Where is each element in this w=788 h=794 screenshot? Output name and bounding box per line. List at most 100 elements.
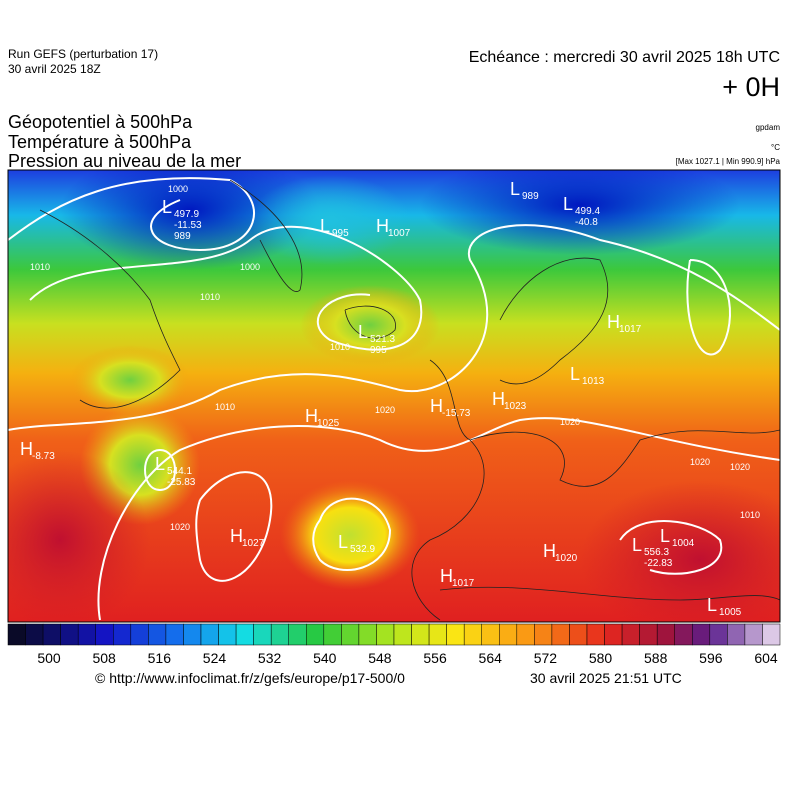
colorbar-swatch — [306, 623, 325, 646]
center-value: 995 — [370, 345, 387, 356]
isobar-labels: 1000 1010 1010 1000 1010 1020 1010 1020 1020 1020… — [30, 184, 760, 532]
center-value: 1027 — [242, 538, 265, 549]
colorbar-swatch — [463, 623, 482, 646]
colorbar-swatch — [639, 623, 658, 646]
center-letter: L — [338, 532, 348, 552]
colorbar-tick-label: 596 — [699, 650, 723, 666]
colorbar-swatch — [428, 623, 447, 646]
colorbar-swatch — [376, 623, 395, 646]
colorbar-swatch — [77, 623, 96, 646]
center-letter: H — [607, 312, 620, 332]
isobar-label: 1020 — [375, 405, 395, 415]
center-value: 1017 — [619, 324, 642, 335]
isobar-label: 1020 — [560, 417, 580, 427]
colorbar-swatch — [341, 623, 360, 646]
colorbar-tick-label: 524 — [203, 650, 227, 666]
field-title: Température à 500hPa — [8, 132, 192, 152]
isobar-label: 1000 — [240, 262, 260, 272]
colorbar-swatch — [358, 623, 377, 646]
center-value: 544.1 — [167, 466, 192, 477]
colorbar-swatch — [656, 623, 675, 646]
colorbar-tick-label: 500 — [37, 650, 61, 666]
center-letter: L — [563, 194, 573, 214]
isobar — [686, 259, 731, 356]
field-title: Pression au niveau de la mer — [8, 151, 241, 171]
center-value: 1007 — [388, 228, 411, 239]
center-value: -22.83 — [644, 558, 673, 569]
colorbar-swatch — [446, 623, 465, 646]
center-value: 521.3 — [370, 334, 395, 345]
colorbar-swatch — [42, 623, 61, 646]
isobar-label: 1020 — [730, 462, 750, 472]
isobar-label: 1020 — [690, 457, 710, 467]
coastline — [469, 429, 780, 487]
colorbar-swatch — [253, 623, 272, 646]
center-value: 989 — [522, 191, 539, 202]
isobar-label: 1010 — [200, 292, 220, 302]
field-title: Géopotentiel à 500hPa — [8, 112, 193, 132]
colorbar-swatch — [411, 623, 430, 646]
isobar-label: 1010 — [740, 510, 760, 520]
center-letter: L — [632, 535, 642, 555]
generated-time: 30 avril 2025 21:51 UTC — [530, 670, 682, 686]
coastline — [439, 586, 780, 601]
colorbar-swatch — [113, 623, 132, 646]
colorbar-tick-label: 564 — [479, 650, 503, 666]
warm-area — [580, 480, 780, 622]
colorbar-tick-label: 572 — [534, 650, 558, 666]
center-value: 995 — [332, 228, 349, 239]
isobars — [8, 177, 780, 621]
colorbar-swatch — [762, 623, 781, 646]
center-value: 499.4 — [575, 206, 600, 217]
center-value: -25.83 — [167, 477, 196, 488]
colorbar-tick-label: 548 — [368, 650, 392, 666]
isobar-label: 1020 — [170, 522, 190, 532]
trough — [70, 345, 190, 415]
colorbar-swatch — [323, 623, 342, 646]
coastline — [344, 305, 396, 339]
source-url: © http://www.infoclimat.fr/z/gefs/europe… — [95, 670, 405, 686]
center-value: 556.3 — [644, 547, 669, 558]
center-letter: L — [155, 454, 165, 474]
isobar-label: 1000 — [168, 184, 188, 194]
center-value: 1020 — [555, 553, 578, 564]
isobar — [97, 417, 780, 621]
map-frame — [7, 169, 781, 623]
center-letter: H — [543, 541, 556, 561]
isobar — [29, 225, 423, 351]
colorbar-swatch — [270, 623, 289, 646]
center-value: 1025 — [317, 418, 340, 429]
colorbar-swatch — [604, 623, 623, 646]
center-value: 1004 — [672, 538, 695, 549]
colorbar-swatch — [393, 623, 412, 646]
center-letter: L — [707, 595, 717, 615]
colorbar-swatch — [7, 623, 26, 646]
center-value: -11.53 — [174, 220, 202, 231]
unit-label: [Max 1027.1 | Min 990.9] hPa — [676, 157, 781, 166]
colorbar-swatch — [25, 623, 44, 646]
center-letter: H — [230, 526, 243, 546]
center-value: -40.8 — [575, 217, 598, 228]
isobar-label: 1010 — [215, 402, 235, 412]
center-value: 1017 — [452, 578, 475, 589]
colorbar-swatch — [95, 623, 114, 646]
center-value: -8.73 — [32, 451, 55, 462]
center-value: 1005 — [719, 607, 742, 618]
colorbar-swatch — [674, 623, 693, 646]
isobar-label: 1010 — [30, 262, 50, 272]
center-letter: L — [660, 526, 670, 546]
center-letter: H — [440, 566, 453, 586]
colorbar-swatch — [534, 623, 553, 646]
coastline — [499, 257, 609, 385]
isobar — [8, 177, 255, 252]
cut-off-low — [280, 480, 420, 590]
colorbar-swatch — [183, 623, 202, 646]
coastline — [411, 359, 485, 621]
colorbar-swatch — [200, 623, 219, 646]
colorbar: 500 508 516 524 532 540 548 556 564 572 580 588 596 6… — [7, 623, 781, 666]
center-letter: L — [510, 179, 520, 199]
center-letter: H — [492, 389, 505, 409]
unit-label: °C — [771, 143, 780, 152]
cold-area — [420, 170, 740, 255]
